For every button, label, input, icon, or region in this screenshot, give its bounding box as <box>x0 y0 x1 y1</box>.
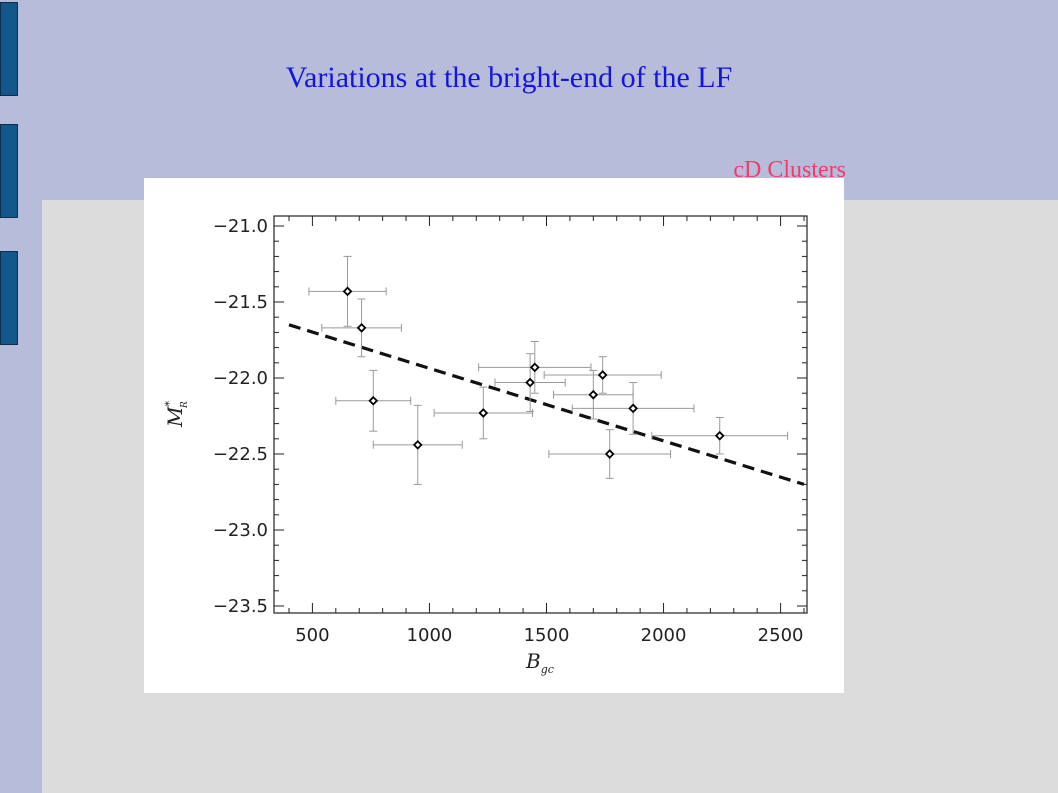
left-band <box>0 0 42 793</box>
chart-card: 500 1000 1500 2000 2500 −21.0 −21.5 −22.0 −22.5 −… <box>144 178 844 693</box>
fit-line <box>288 323 805 486</box>
y-axis-label-sup: * <box>163 401 176 407</box>
data-point <box>372 404 463 485</box>
side-tab-2[interactable] <box>0 124 18 218</box>
y-tick-label: −23.0 <box>213 520 268 541</box>
y-axis-label: M* R <box>163 401 190 428</box>
data-point <box>494 353 566 412</box>
diamond-marker <box>525 377 535 388</box>
side-tab-1[interactable] <box>0 2 18 96</box>
y-axis-label-main: M <box>163 406 187 428</box>
data-point <box>335 369 412 432</box>
diamond-marker <box>342 286 353 297</box>
y-tick-label: −23.5 <box>213 596 268 617</box>
data-point <box>543 356 662 394</box>
data-point <box>321 298 402 358</box>
y-axis-label-sub: R <box>180 401 190 409</box>
x-axis-label-sub: gc <box>541 663 554 676</box>
chart-svg: 500 1000 1500 2000 2500 −21.0 −21.5 −22.0 −22.5 −… <box>163 215 808 676</box>
x-tick-label: 1000 <box>407 625 453 646</box>
diamond-marker <box>529 362 540 373</box>
slide-title: Variations at the bright-end of the LF <box>285 61 733 94</box>
diamond-marker <box>356 322 367 333</box>
y-tick-label: −22.5 <box>213 444 268 465</box>
data-point <box>308 255 387 327</box>
x-tick-label: 2500 <box>758 625 804 646</box>
diamond-marker <box>604 449 615 459</box>
x-tick-label: 2000 <box>641 625 687 646</box>
y-tick-label: −21.0 <box>213 216 268 237</box>
data-point <box>553 369 634 420</box>
svg-text:M*R: M* R <box>163 401 190 428</box>
diamond-marker <box>588 389 599 400</box>
x-tick-label: 1500 <box>524 625 570 646</box>
side-tab-3[interactable] <box>0 251 18 345</box>
y-tick-label: −21.5 <box>213 292 268 313</box>
diamond-marker <box>628 403 638 414</box>
y-tick-label: −22.0 <box>213 368 268 389</box>
plot-frame <box>273 215 808 614</box>
data-point <box>548 429 672 479</box>
diamond-marker <box>412 440 423 450</box>
diamond-marker <box>714 430 725 441</box>
diamond-marker <box>368 395 379 406</box>
x-axis-label: Bgc <box>525 649 554 676</box>
x-axis-label-main: B <box>525 649 541 673</box>
x-tick-label: 500 <box>295 625 329 646</box>
header-band <box>0 0 1058 200</box>
diamond-marker <box>478 408 489 418</box>
data-point <box>433 386 533 440</box>
diamond-marker <box>597 370 608 380</box>
data-point <box>571 382 695 435</box>
data-point <box>651 417 789 455</box>
